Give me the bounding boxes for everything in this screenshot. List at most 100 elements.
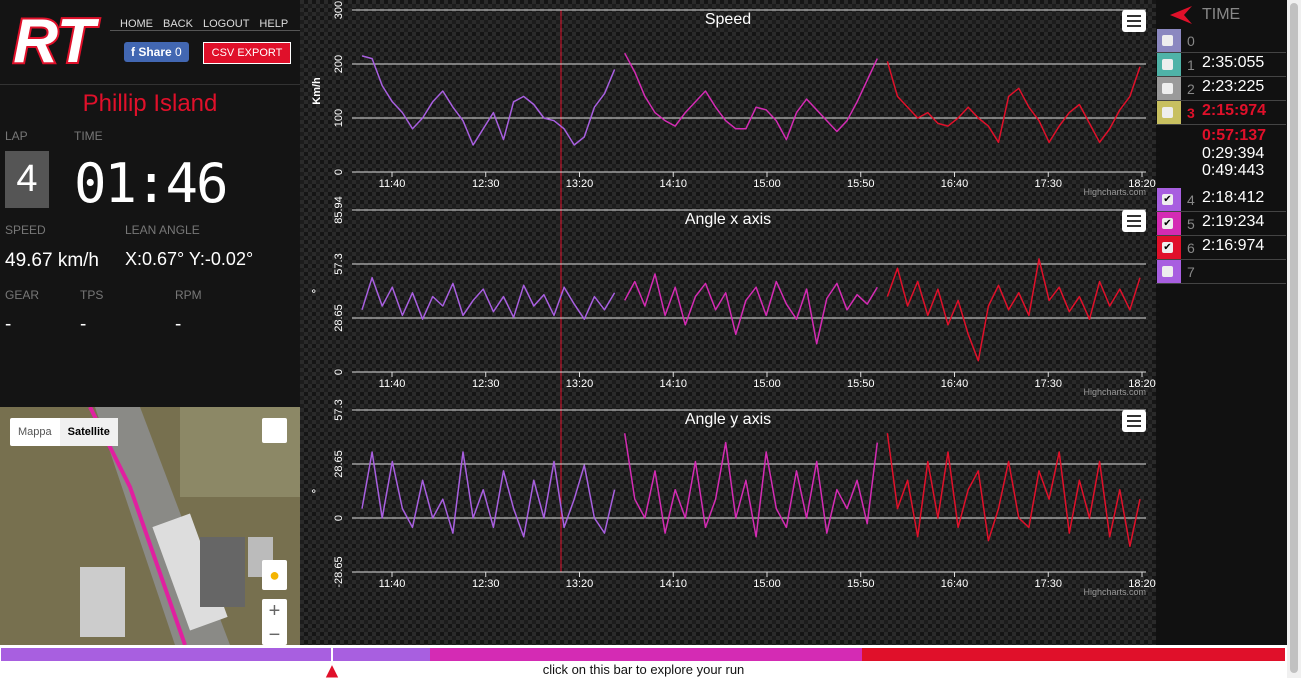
- series-line: [361, 451, 616, 538]
- y-axis-title: °: [311, 489, 323, 493]
- tps-label: TPS: [80, 288, 104, 302]
- zoom-controls[interactable]: + −: [262, 599, 287, 645]
- tps-value: -: [80, 314, 87, 335]
- series-line: [886, 433, 1141, 548]
- y-axis-title: °: [311, 289, 323, 293]
- map-type-button[interactable]: Satellite: [59, 418, 118, 446]
- nav-link[interactable]: LOGOUT: [202, 18, 250, 30]
- lean-value: X:0.67° Y:-0.02°: [125, 249, 254, 269]
- series-line: [623, 433, 879, 538]
- nav-link[interactable]: HOME: [120, 18, 153, 30]
- x-tick-label: 15:50: [847, 178, 875, 190]
- chart-title: Speed: [705, 11, 751, 28]
- series-line: [624, 273, 878, 345]
- series-line: [361, 276, 616, 320]
- lap-row[interactable]: 2 2:23:225: [1156, 77, 1286, 101]
- x-tick-label: 12:30: [472, 178, 500, 190]
- lap-time: 2:16:974: [1202, 236, 1265, 254]
- run-bar[interactable]: click on this bar to explore your run: [0, 645, 1287, 678]
- csv-button[interactable]: CSV EXPORT: [203, 42, 291, 64]
- map-type-button[interactable]: Mappa: [18, 426, 52, 438]
- speed-value: 49.67 km/h: [5, 250, 99, 271]
- nav-link[interactable]: BACK: [163, 18, 193, 30]
- y-tick-label: -28.65: [333, 556, 345, 587]
- lap-checkbox[interactable]: ✔: [1162, 193, 1173, 205]
- lap-row[interactable]: ✔ 6 2:16:974: [1156, 235, 1286, 260]
- chart-title: Angle y axis: [685, 411, 771, 428]
- speed-label: SPEED: [5, 223, 46, 237]
- chart-credit: Highcharts.com: [1083, 187, 1146, 197]
- lap-number: 7: [1187, 263, 1195, 280]
- share-button[interactable]: f Share 0: [124, 42, 189, 62]
- x-tick-label: 18:20: [1128, 578, 1156, 590]
- x-tick-label: 11:40: [379, 378, 406, 390]
- x-tick-label: 13:20: [566, 178, 594, 190]
- lap-time: 2:35:055: [1202, 54, 1265, 71]
- run-bar-hint: click on this bar to explore your run: [542, 662, 745, 677]
- sector-time: 0:29:394: [1202, 144, 1265, 162]
- lap-checkbox[interactable]: [1162, 83, 1173, 94]
- time-label: TIME: [74, 129, 103, 143]
- lap-checkbox[interactable]: ✔: [1162, 241, 1173, 253]
- x-tick-label: 11:40: [379, 178, 406, 190]
- x-tick-label: 14:10: [659, 378, 687, 390]
- logo-text: RT: [13, 7, 100, 76]
- lap-number: 1: [1187, 57, 1195, 73]
- lap-checkbox[interactable]: [1162, 107, 1173, 118]
- x-tick-label: 17:30: [1034, 378, 1062, 390]
- y-tick-label: 0: [333, 369, 345, 375]
- x-tick-label: 12:30: [472, 378, 500, 390]
- lap-row[interactable]: 0: [1156, 29, 1286, 53]
- y-tick-label: 100: [333, 109, 345, 127]
- series-line: [886, 61, 1141, 144]
- sector-time: 0:49:443: [1202, 162, 1265, 179]
- lap-time: 2:15:974: [1202, 102, 1267, 119]
- time-arrow: [1170, 6, 1192, 24]
- sector-time: 0:57:137: [1202, 127, 1267, 144]
- y-tick-label: 57.3: [333, 399, 345, 420]
- y-tick-label: 0: [333, 515, 345, 521]
- lap-number: 2: [1187, 81, 1195, 97]
- map[interactable]: Mappa Satellite ● + −: [0, 407, 300, 645]
- x-tick-label: 13:20: [566, 378, 594, 390]
- x-tick-label: 17:30: [1034, 178, 1062, 190]
- lap-time: 2:23:225: [1202, 78, 1265, 95]
- charts: 0 100 200 300 Km/h 11:40 12:30 13:20 14:10 15:00 1…: [300, 0, 1156, 645]
- chart-credit: Highcharts.com: [1083, 387, 1146, 397]
- chart-credit: Highcharts.com: [1083, 587, 1146, 597]
- rpm-value: -: [175, 314, 182, 335]
- nav-link[interactable]: HELP: [259, 18, 289, 30]
- series-line: [624, 52, 878, 141]
- lap-checkbox[interactable]: [1162, 59, 1173, 70]
- chart-background: [300, 0, 1156, 645]
- y-tick-label: 28.65: [333, 304, 345, 332]
- lap-row[interactable]: ✔ 4 2:18:412: [1156, 187, 1286, 212]
- lap-number: 4: [5, 151, 49, 208]
- x-tick-label: 16:40: [941, 378, 969, 390]
- lap-row[interactable]: 7: [1156, 259, 1286, 284]
- rpm-label: RPM: [175, 288, 202, 302]
- y-tick-label: 300: [333, 1, 345, 19]
- lap-checkbox[interactable]: [1162, 265, 1173, 277]
- lap-checkbox[interactable]: [1162, 35, 1173, 46]
- gear-value: -: [5, 314, 12, 335]
- lap-row[interactable]: 1 2:35:055: [1156, 53, 1286, 77]
- fullscreen-button[interactable]: [262, 418, 287, 443]
- scrollbar[interactable]: [1287, 0, 1301, 678]
- lap-number: 3: [1187, 105, 1195, 121]
- lap-checkbox[interactable]: ✔: [1162, 217, 1173, 229]
- x-tick-label: 16:40: [941, 178, 969, 190]
- lean-label: LEAN ANGLE: [125, 223, 200, 237]
- y-tick-label: 0: [333, 169, 345, 175]
- x-tick-label: 11:40: [379, 578, 406, 590]
- x-tick-label: 15:00: [753, 178, 781, 190]
- y-tick-label: 85.94: [333, 196, 345, 224]
- lap-label: LAP: [5, 129, 28, 143]
- series-line: [361, 55, 616, 146]
- lap-number: 5: [1187, 215, 1195, 232]
- lap-row[interactable]: ✔ 5 2:19:234: [1156, 211, 1286, 236]
- gear-label: GEAR: [5, 288, 40, 302]
- pegman[interactable]: ●: [262, 560, 287, 590]
- chart-title: Angle x axis: [685, 211, 771, 228]
- lap-row[interactable]: 3 2:15:974: [1156, 101, 1286, 125]
